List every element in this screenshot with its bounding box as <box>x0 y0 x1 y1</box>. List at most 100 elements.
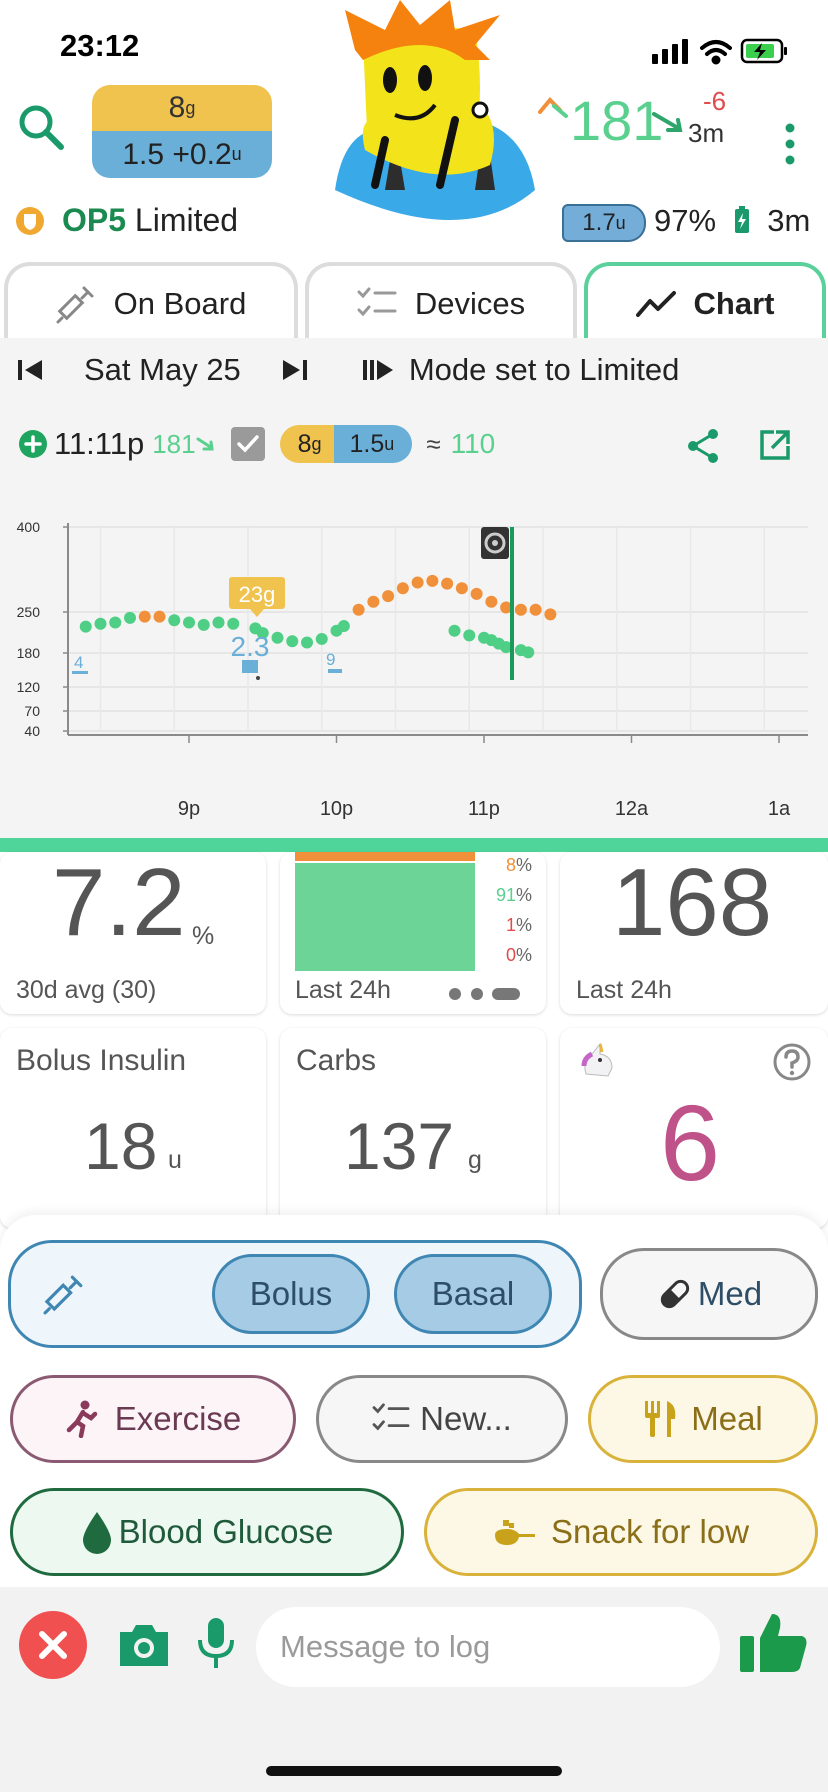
bg-point <box>183 616 195 629</box>
tab-chart[interactable]: Chart <box>584 262 826 342</box>
bg-point <box>153 610 166 623</box>
carbs-value: 137 <box>344 1109 455 1183</box>
trend-up-icon <box>538 94 570 129</box>
pill-icon <box>660 1279 690 1309</box>
tir-bar <box>295 852 475 971</box>
bg-point <box>227 617 240 630</box>
bg-point <box>426 574 439 587</box>
bg-point <box>514 603 527 616</box>
a1c-unit: % <box>192 922 215 950</box>
bolus-annotation: 2.3 <box>231 631 270 662</box>
average-bg-label: Last 24h <box>576 976 672 1004</box>
bg-point <box>382 590 395 603</box>
pump-status[interactable]: 97% 3m <box>654 203 810 239</box>
message-input[interactable]: Message to log <box>256 1607 720 1687</box>
current-date: Sat May 25 <box>84 352 241 387</box>
home-indicator <box>266 1766 562 1776</box>
bolus-value: 18 <box>84 1109 158 1183</box>
device-gear-icon <box>481 527 509 559</box>
blood-glucose-button[interactable]: Blood Glucose <box>10 1488 404 1576</box>
basal-rate-badge[interactable]: 1.7 u <box>562 204 646 242</box>
page-dots[interactable] <box>448 986 528 1007</box>
card-a1c[interactable]: 7.2 % 30d avg (30) <box>0 852 266 1014</box>
tab-on-board[interactable]: On Board <box>4 262 298 342</box>
microphone-icon[interactable] <box>196 1616 236 1677</box>
search-icon[interactable] <box>16 102 66 157</box>
bg-point <box>212 616 225 629</box>
bg-point <box>337 620 350 633</box>
tir-high-pct: 8 <box>505 855 516 875</box>
pump-age: 3m <box>767 203 811 238</box>
y-tick-label: 250 <box>17 604 41 620</box>
med-button[interactable]: Med <box>600 1248 818 1340</box>
mascot-avatar[interactable] <box>325 0 555 245</box>
bg-point <box>500 601 513 614</box>
bg-point <box>168 614 181 627</box>
battery-charging-icon <box>734 206 749 233</box>
exercise-button[interactable]: Exercise <box>10 1375 296 1463</box>
snack-for-low-button[interactable]: Snack for low <box>424 1488 818 1576</box>
date-navigation: Sat May 25 Mode set to Limited <box>16 352 679 388</box>
new-entry-button[interactable]: New... <box>316 1375 568 1463</box>
thumbs-up-icon[interactable] <box>738 1610 810 1679</box>
card-average-bg[interactable]: 168 Last 24h <box>560 852 828 1014</box>
card-time-in-range[interactable]: 8% 91% 1% 0% Last 24h <box>280 852 546 1014</box>
bg-age: 3m <box>688 118 725 148</box>
bg-chart[interactable]: 400 250 180 120 70 40 9p 10p 11p 12a 1a 23g 2.3 4… <box>0 505 828 835</box>
bg-point <box>286 635 299 648</box>
insulin-onboard: 1.5 +0.2 u <box>92 131 272 178</box>
card-streak[interactable]: 6 <box>560 1028 828 1228</box>
tab-devices[interactable]: Devices <box>305 262 577 342</box>
bg-point <box>138 610 151 623</box>
syringe-icon <box>56 286 94 324</box>
bg-point <box>79 620 92 633</box>
mode-note[interactable]: Mode set to Limited <box>408 352 680 387</box>
share-icon[interactable] <box>686 428 720 469</box>
current-bg[interactable]: 181 <box>570 89 664 152</box>
next-day-icon[interactable] <box>279 357 309 383</box>
checkbox-icon <box>230 427 265 461</box>
carb-marker: 23g <box>229 577 285 680</box>
card-carbs[interactable]: Carbs 137 g <box>280 1028 546 1228</box>
add-event-icon <box>19 430 47 458</box>
tir-vlow-pct: 0 <box>505 945 516 965</box>
y-tick-label: 70 <box>24 703 40 719</box>
trend-arrow-icon <box>652 110 686 141</box>
bg-point <box>94 617 107 630</box>
x-axis: 9p 10p 11p 12a 1a <box>68 734 808 820</box>
a1c-value: 7.2 <box>52 852 186 956</box>
bolus-button[interactable]: Bolus <box>212 1254 370 1334</box>
bg-point <box>367 595 380 608</box>
syringe-icon <box>43 1275 83 1315</box>
bg-point <box>485 595 498 608</box>
x-tick-label: 12a <box>615 798 649 820</box>
running-icon <box>66 1400 97 1438</box>
more-menu-icon[interactable] <box>780 122 800 171</box>
meal-button[interactable]: Meal <box>588 1375 818 1463</box>
streak-value: 6 <box>660 1082 721 1203</box>
card-bolus-insulin[interactable]: Bolus Insulin 18 u <box>0 1028 266 1228</box>
carb-annotation: 23g <box>239 582 276 607</box>
help-icon[interactable] <box>772 1042 812 1087</box>
open-external-icon[interactable] <box>758 428 792 467</box>
bolus-title: Bolus Insulin <box>16 1044 187 1077</box>
bg-point <box>197 618 210 631</box>
cancel-icon[interactable] <box>18 1610 88 1685</box>
bg-point <box>352 603 365 616</box>
checklist-icon <box>357 287 397 317</box>
bg-point <box>109 616 122 629</box>
loop-mode[interactable]: OP5 Limited <box>62 202 239 238</box>
pump-battery: 97% <box>654 203 717 238</box>
skip-forward-icon[interactable] <box>361 357 395 383</box>
a1c-label: 30d avg (30) <box>16 976 157 1004</box>
status-clock: 23:12 <box>60 28 140 63</box>
basal-button[interactable]: Basal <box>394 1254 552 1334</box>
bg-point <box>522 646 535 659</box>
previous-day-icon[interactable] <box>16 357 46 383</box>
bg-point <box>301 636 313 649</box>
camera-icon[interactable] <box>116 1622 172 1673</box>
